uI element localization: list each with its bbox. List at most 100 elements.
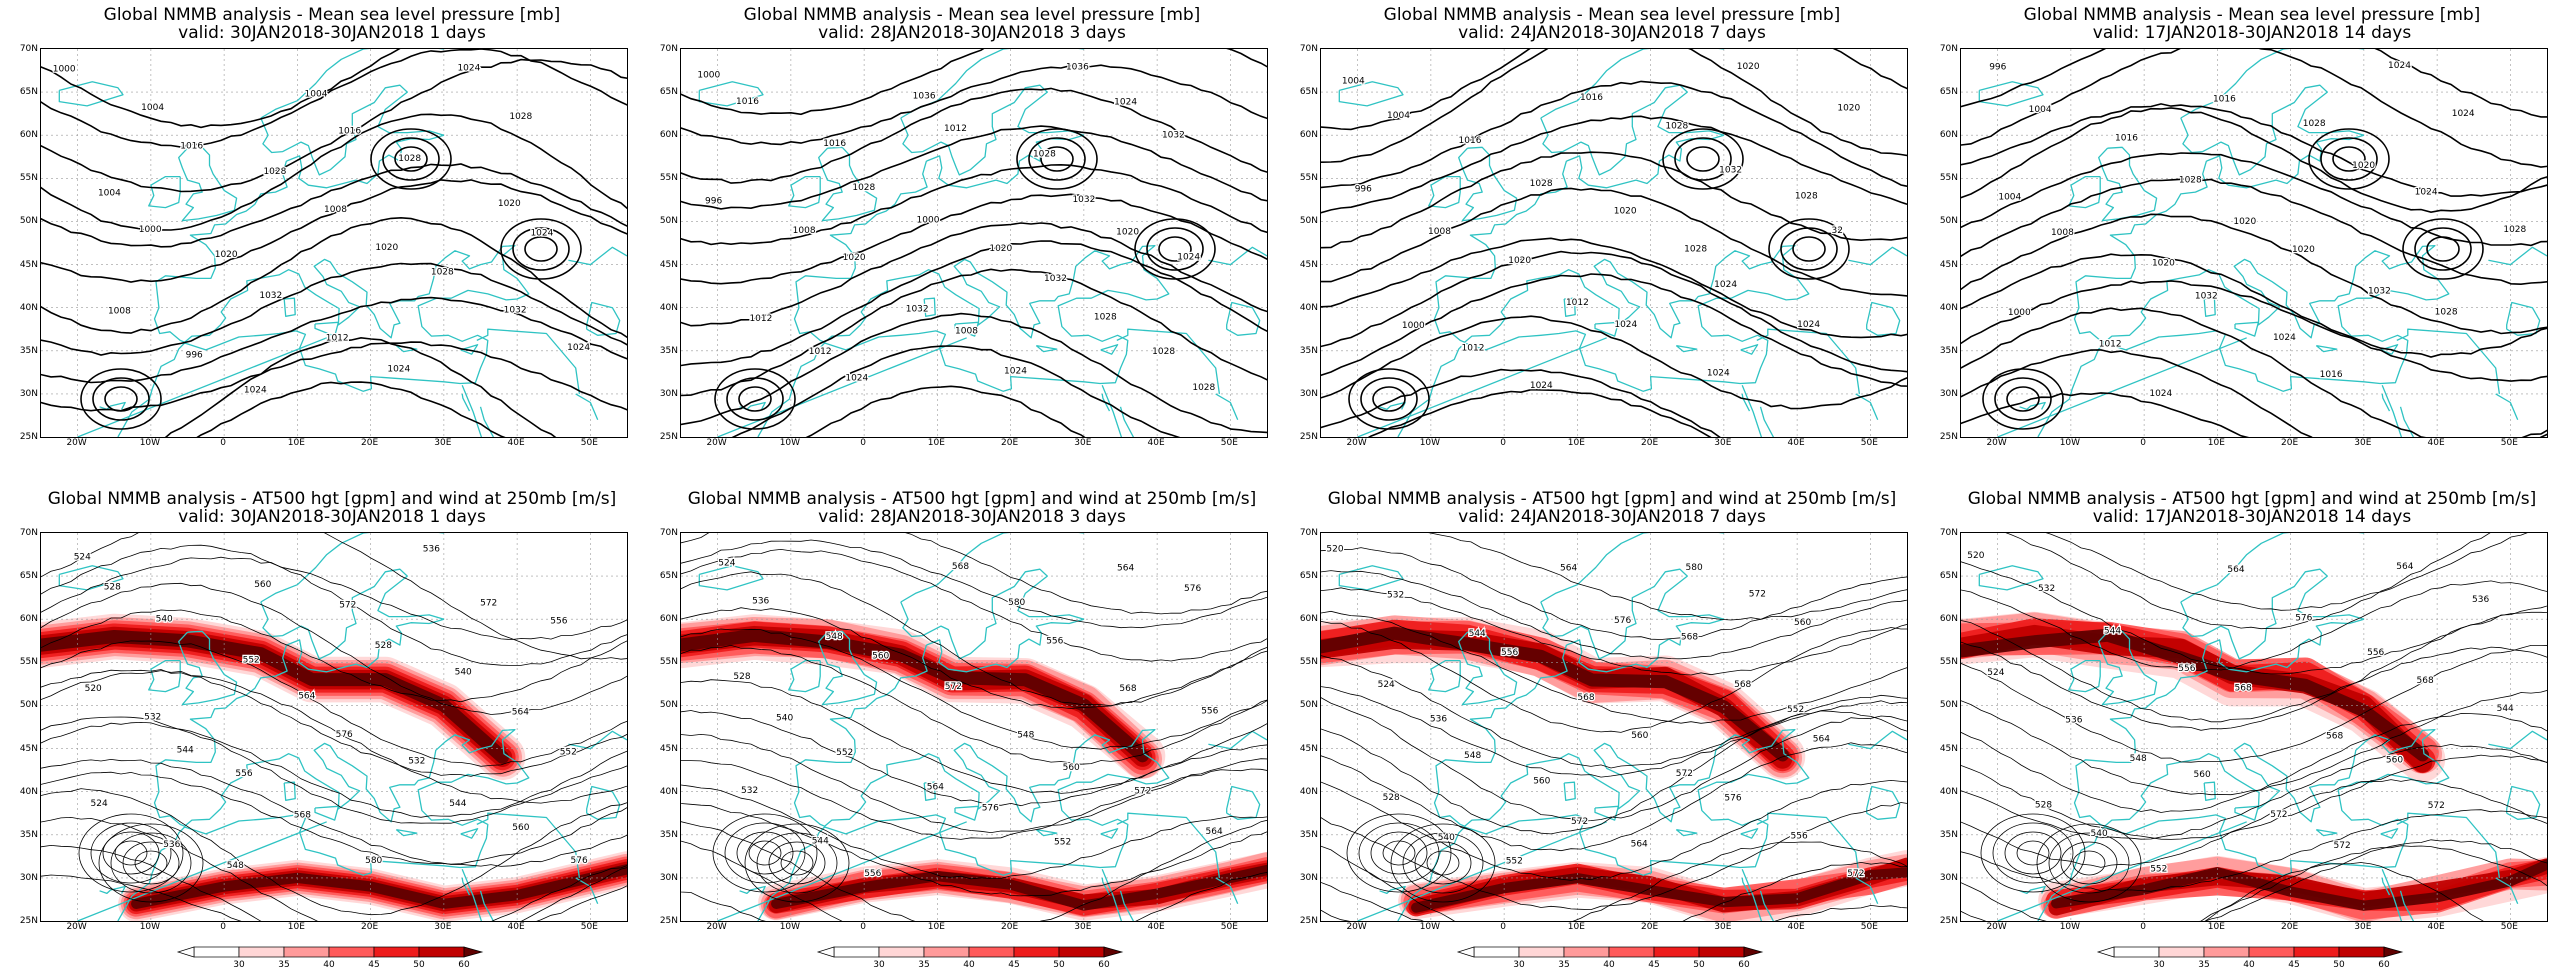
contour-label: 544 [2104,626,2121,636]
longitude-tick-label: 10W [139,438,161,448]
contour-label: 552 [2150,865,2167,875]
contour-label: 556 [1791,831,1808,841]
latitude-tick-label: 50N [1299,216,1318,227]
latitude-tick-label: 60N [1299,614,1318,625]
latitude-tick-label: 60N [659,614,678,625]
latitude-tick-label: 70N [19,44,38,54]
latitude-tick-label: 50N [1939,216,1958,227]
longitude-tick-label: 10E [1567,438,1585,448]
longitude-tick-label: 20W [1346,922,1367,932]
coastlines [698,49,1267,437]
contour-value-labels: 996 1004 1000 1004 1008 1012 1016 1020 1024 1028 1… [1988,60,2528,400]
colorbar-tick-label: 40 [1603,960,1615,970]
contour-label: 996 [186,351,203,361]
contour-label: 560 [1063,763,1080,773]
colorbar-tick-label: 50 [2333,960,2345,970]
contour-lines [681,49,1267,437]
latitude-tick-label: 40N [1299,786,1318,797]
contour-label: 576 [336,730,353,740]
contour-label: 1020 [1837,103,1860,113]
latitude-tick-label: 50N [1939,700,1958,711]
contour-label: 1028 [1684,244,1707,254]
contour-label: 576 [982,804,999,814]
contour-label: 568 [952,562,969,572]
contour-label: 1008 [1428,227,1451,237]
contour-label: 548 [1017,730,1034,740]
contour-label: 536 [752,597,769,607]
latitude-tick-label: 50N [659,700,678,711]
colorbar-tick-label: 45 [2288,960,2300,970]
map-canvas: 520 524 528 532 536 540 544 548 552 556 560 564 568 5… [1321,533,1907,921]
latitude-tick-label: 40N [19,302,38,313]
longitude-tick-label: 10E [2207,438,2225,448]
contour-value-labels: 520 524 528 532 536 540 544 548 552 556 560 564 568 5… [1325,543,1866,880]
latitude-tick-label: 60N [19,614,38,625]
contour-label: 576 [1184,584,1201,594]
latitude-tick-label: 70N [1939,44,1958,54]
latitude-tick-label: 30N [659,388,678,399]
contour-value-labels: 1000 996 1012 1016 1008 1012 1016 1020 1024 1028 1… [696,61,1217,394]
contour-label: 556 [1201,706,1218,716]
contour-label: 568 [1734,680,1751,690]
contour-label: 1020 [215,250,238,260]
longitude-tick-label: 40E [2427,438,2445,448]
latitude-tick-label: 40N [659,302,678,313]
contour-label: 1024 [2415,188,2438,198]
wind-shading [41,613,627,921]
contour-label: 544 [2497,704,2514,714]
contour-label: 520 [1326,545,1343,555]
contour-label: 1020 [1508,256,1531,266]
contour-label: 564 [298,692,315,702]
latitude-tick-label: 70N [1299,528,1318,538]
contour-label: 1004 [2029,105,2052,115]
contour-label: 568 [294,810,311,820]
latitude-tick-label: 40N [1939,302,1958,313]
mslp-map-panel: Global NMMB analysis - Mean sea level pr… [12,0,652,480]
latitude-tick-label: 45N [1939,743,1958,754]
contour-label: 540 [455,668,472,678]
latitude-tick-label: 25N [19,916,38,926]
longitude-tick-label: 10E [927,438,945,448]
contour-label: 1024 [244,385,267,395]
latitude-tick-label: 60N [1939,614,1958,625]
contour-label: 1024 [1114,98,1137,108]
longitude-tick-label: 50E [1860,438,1878,448]
contour-label: 996 [705,196,722,206]
longitude-tick-label: 10E [1567,922,1585,932]
contour-label: 572 [480,598,497,608]
contour-label: 1020 [1737,62,1760,72]
contour-lines [1321,49,1907,437]
contour-label: 1024 [1797,320,1820,330]
contour-label: 572 [945,682,962,692]
panel-valid-period: valid: 30JAN2018-30JAN2018 1 days [178,507,486,527]
contour-label: 552 [1054,838,1071,848]
contour-label: 1028 [509,112,532,122]
longitude-tick-label: 0 [220,438,226,448]
colorbar-tick-label: 40 [323,960,335,970]
contour-label: 572 [339,601,356,611]
contour-label: 548 [227,861,244,871]
contour-label: 1024 [1004,367,1027,377]
contour-label: 1032 [1719,165,1742,175]
contour-label: 576 [1614,616,1631,626]
latitude-tick-label: 40N [1939,786,1958,797]
panel-valid-period: valid: 30JAN2018-30JAN2018 1 days [178,23,486,43]
contour-label: 1008 [2051,228,2074,238]
latitude-tick-label: 60N [19,130,38,141]
contour-label: 560 [2194,770,2211,780]
longitude-tick-label: 0 [2140,438,2146,448]
longitude-tick-label: 20W [66,438,87,448]
contour-label: 572 [1676,769,1693,779]
latitude-tick-label: 40N [1299,302,1318,313]
contour-label: 1020 [1614,206,1637,216]
contour-label: 528 [733,672,750,682]
latitude-tick-label: 35N [1299,345,1318,356]
latitude-tick-label: 55N [659,173,678,184]
longitude-tick-label: 20E [1001,922,1019,932]
latitude-tick-label: 35N [1939,345,1958,356]
contour-label: 556 [1046,637,1063,647]
contour-label: 560 [1794,618,1811,628]
longitude-tick-label: 30E [2354,922,2372,932]
contour-label: 1024 [2273,333,2296,343]
latitude-tick-label: 35N [659,829,678,840]
